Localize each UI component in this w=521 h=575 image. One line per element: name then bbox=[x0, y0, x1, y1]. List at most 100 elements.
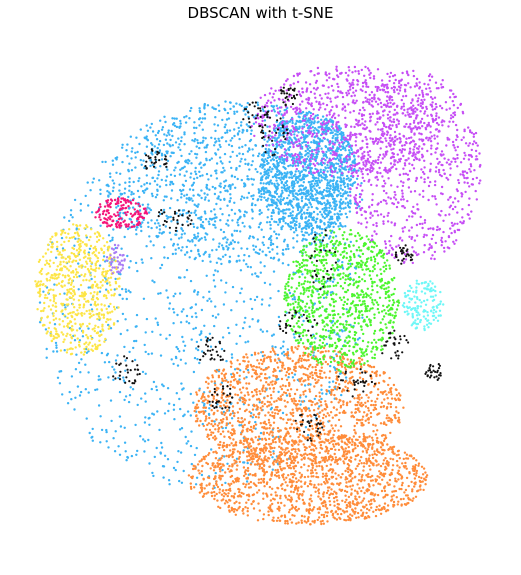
point bbox=[106, 190, 109, 193]
point bbox=[285, 159, 289, 162]
point bbox=[285, 152, 289, 155]
point bbox=[115, 206, 118, 209]
point bbox=[214, 116, 217, 119]
point bbox=[88, 247, 92, 250]
point bbox=[282, 122, 286, 126]
point bbox=[213, 144, 216, 147]
point bbox=[447, 158, 450, 161]
point bbox=[182, 308, 185, 311]
point bbox=[114, 430, 117, 433]
point bbox=[217, 257, 220, 260]
point bbox=[455, 138, 458, 141]
point bbox=[54, 341, 58, 345]
point bbox=[157, 170, 161, 173]
point bbox=[281, 252, 284, 255]
point bbox=[270, 87, 273, 90]
point bbox=[88, 431, 91, 435]
point bbox=[260, 195, 263, 199]
point bbox=[339, 72, 342, 75]
point bbox=[368, 149, 372, 153]
point bbox=[368, 120, 372, 123]
point bbox=[282, 219, 285, 223]
point bbox=[369, 170, 372, 174]
point bbox=[257, 252, 261, 255]
point bbox=[391, 74, 395, 78]
point bbox=[268, 144, 271, 147]
point bbox=[334, 207, 337, 211]
point bbox=[402, 172, 405, 176]
point bbox=[145, 174, 148, 177]
point bbox=[149, 159, 152, 162]
point bbox=[245, 105, 248, 109]
point bbox=[280, 143, 284, 146]
point bbox=[357, 70, 360, 73]
point bbox=[144, 416, 147, 419]
point bbox=[309, 195, 312, 199]
point bbox=[271, 195, 274, 199]
point bbox=[172, 403, 176, 407]
point bbox=[271, 131, 274, 134]
point bbox=[276, 165, 279, 168]
point bbox=[77, 288, 80, 291]
point bbox=[287, 263, 290, 267]
point bbox=[183, 133, 186, 136]
point bbox=[249, 266, 252, 269]
point bbox=[325, 103, 329, 107]
point bbox=[193, 203, 196, 206]
point bbox=[392, 383, 396, 387]
point bbox=[390, 221, 393, 224]
point bbox=[254, 272, 257, 275]
point bbox=[203, 113, 207, 116]
point bbox=[435, 128, 439, 131]
point bbox=[386, 171, 389, 174]
point bbox=[350, 83, 353, 86]
point bbox=[259, 221, 262, 225]
point bbox=[325, 226, 328, 229]
point bbox=[408, 147, 412, 150]
point bbox=[259, 328, 262, 331]
point bbox=[237, 241, 240, 244]
point bbox=[169, 215, 172, 219]
point bbox=[386, 150, 389, 153]
point bbox=[187, 322, 191, 325]
point bbox=[174, 355, 178, 359]
point bbox=[350, 167, 353, 170]
point bbox=[382, 88, 386, 92]
point bbox=[470, 183, 473, 186]
point bbox=[395, 205, 399, 209]
point bbox=[180, 249, 183, 252]
point bbox=[211, 314, 215, 318]
point bbox=[352, 109, 355, 113]
point bbox=[247, 191, 251, 195]
point bbox=[121, 312, 125, 316]
point bbox=[452, 157, 455, 160]
point bbox=[326, 96, 329, 100]
point bbox=[407, 186, 411, 189]
point bbox=[311, 176, 315, 179]
point bbox=[167, 216, 170, 219]
point bbox=[373, 98, 376, 101]
point bbox=[340, 141, 344, 144]
point bbox=[274, 441, 277, 444]
point bbox=[388, 168, 391, 171]
point bbox=[453, 146, 456, 149]
point bbox=[244, 184, 247, 187]
point bbox=[285, 89, 288, 92]
point bbox=[454, 149, 457, 152]
point bbox=[448, 213, 451, 216]
point bbox=[310, 229, 314, 232]
point bbox=[292, 206, 295, 209]
point bbox=[268, 250, 271, 254]
point bbox=[293, 392, 297, 396]
point bbox=[227, 143, 231, 146]
point bbox=[393, 86, 397, 89]
point bbox=[331, 171, 334, 174]
point bbox=[353, 397, 356, 400]
point bbox=[445, 108, 448, 111]
point bbox=[334, 222, 337, 226]
point bbox=[246, 461, 249, 465]
point bbox=[208, 222, 211, 226]
point bbox=[240, 247, 243, 250]
point bbox=[192, 401, 195, 404]
point bbox=[298, 125, 301, 128]
